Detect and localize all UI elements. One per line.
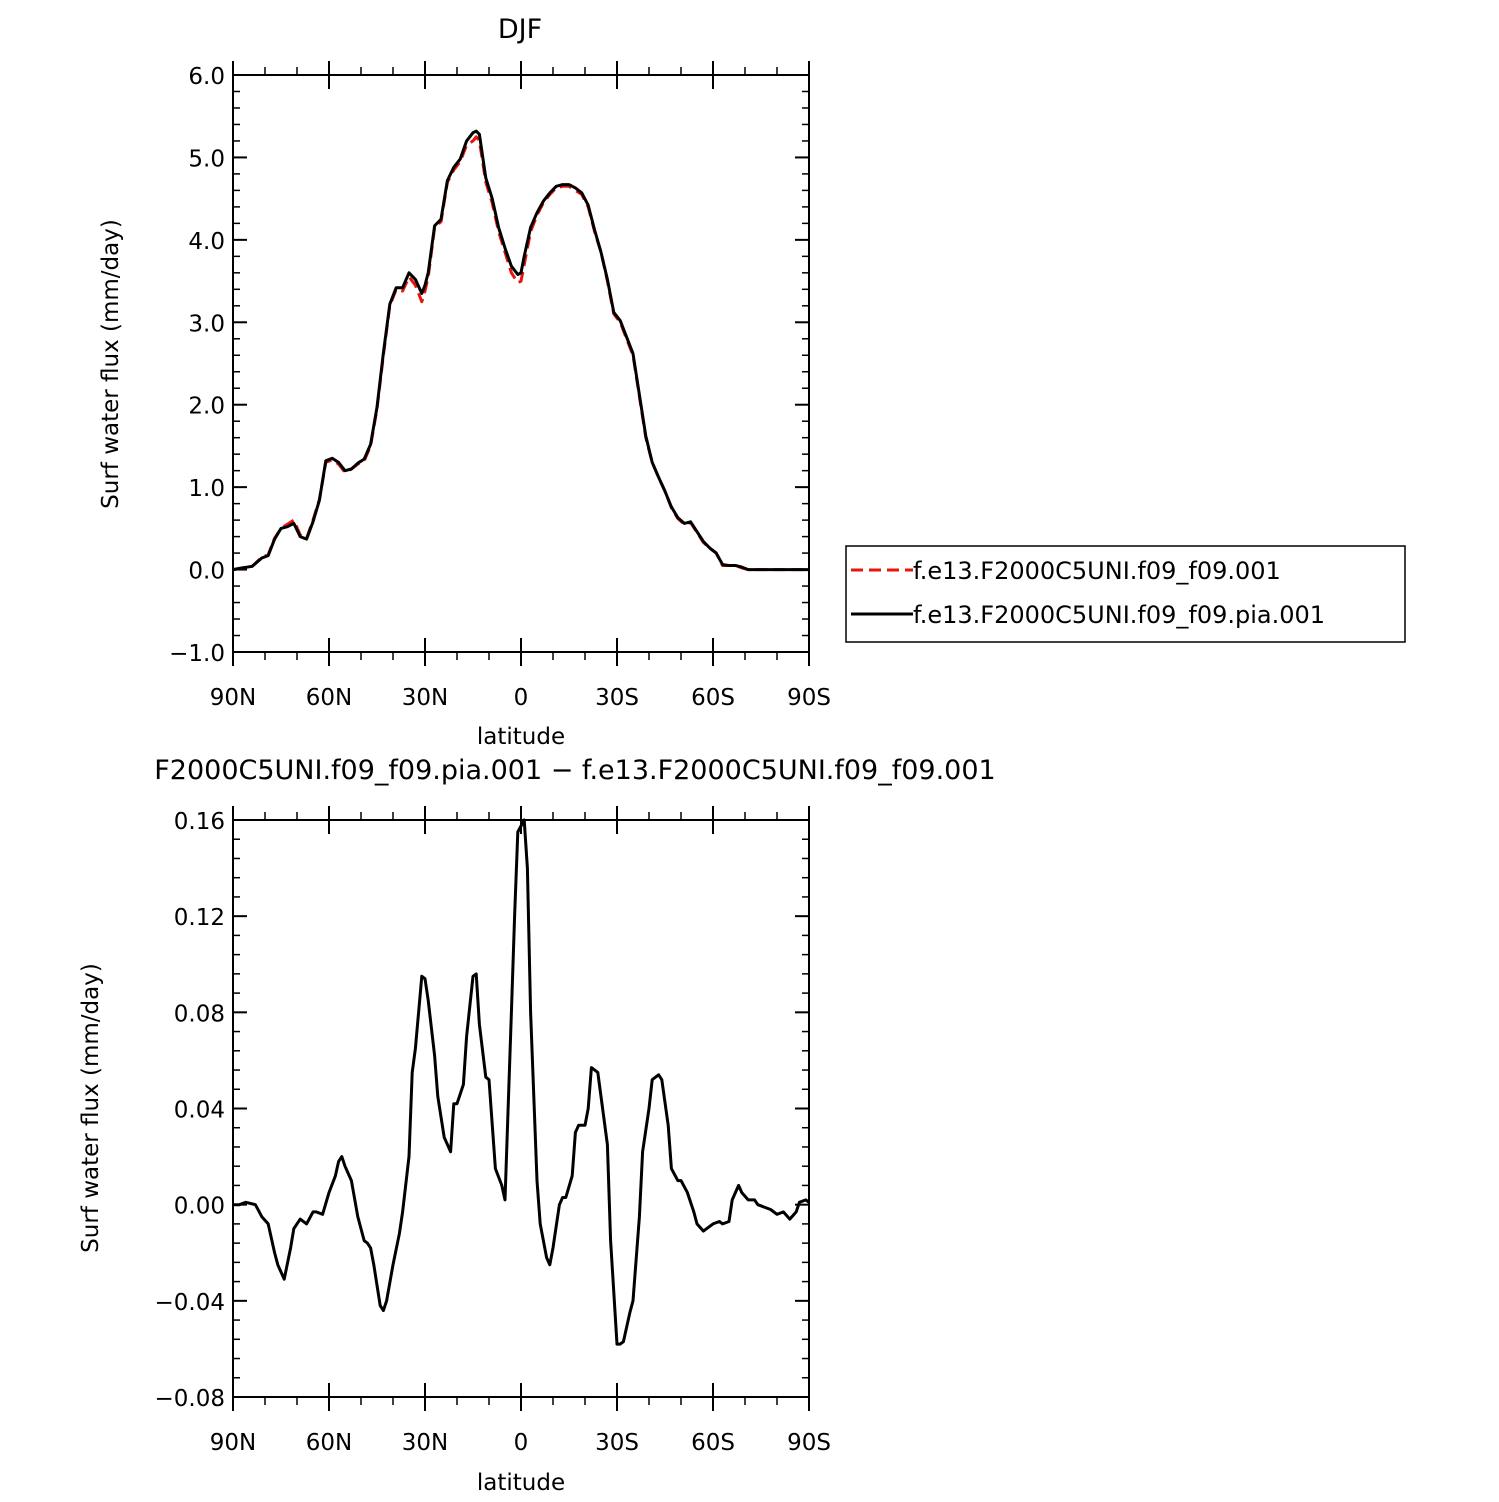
- top-panel: DJF −1.0 0.0 1.0 2.0 3.0 4.0 5.0 6.0 90N 60N 30N 0 3…: [98, 14, 1406, 750]
- top-ytick-label: 4.0: [188, 229, 225, 255]
- top-ytick-label: 5.0: [188, 146, 225, 172]
- bottom-plot-frame: [232, 819, 810, 1398]
- top-ytick-label: −1.0: [169, 641, 225, 667]
- bottom-series-lines: [233, 818, 810, 1346]
- bottom-axis-ticks: −0.08 −0.04 0.00 0.04 0.08 0.12 0.16 90N 60N 30N 0…: [155, 806, 831, 1456]
- bottom-series-line-1: [233, 818, 810, 1346]
- top-ytick-label: 3.0: [188, 311, 225, 337]
- top-legend: f.e13.F2000C5UNI.f09_f09.001 f.e13.F2000…: [845, 545, 1406, 643]
- bottom-ytick-label: 0.04: [174, 1098, 225, 1124]
- bottom-xtick-label: 30N: [402, 1430, 448, 1456]
- top-xtick-label: 30N: [402, 685, 448, 711]
- top-xtick-label: 60N: [306, 685, 352, 711]
- top-ytick-label: 0.0: [188, 559, 225, 585]
- bottom-yaxis-label: Surf water flux (mm/day): [78, 963, 104, 1253]
- top-series-lines: [232, 129, 809, 572]
- top-ytick-label: 1.0: [188, 476, 225, 502]
- top-xaxis-label: latitude: [477, 724, 565, 750]
- top-axis-ticks: −1.0 0.0 1.0 2.0 3.0 4.0 5.0 6.0 90N 60N 30N 0 30S 60…: [169, 61, 831, 711]
- top-xtick-label: 60S: [691, 685, 735, 711]
- bottom-ytick-label: 0.08: [174, 1001, 225, 1027]
- top-plot-frame: [232, 74, 810, 653]
- bottom-xtick-label: 90N: [210, 1430, 256, 1456]
- bottom-ytick-label: −0.08: [155, 1386, 225, 1412]
- bottom-ytick-label: −0.04: [155, 1290, 225, 1316]
- legend-box: [845, 545, 1406, 643]
- bottom-xtick-label: 30S: [595, 1430, 639, 1456]
- top-chart-title: DJF: [498, 14, 542, 45]
- bottom-xaxis-label: latitude: [477, 1470, 565, 1496]
- bottom-ytick-label: 0.00: [174, 1194, 225, 1220]
- bottom-xtick-label: 60N: [306, 1430, 352, 1456]
- top-ytick-label: 2.0: [188, 394, 225, 420]
- legend-label-series-1: f.e13.F2000C5UNI.f09_f09.001: [913, 557, 1281, 585]
- legend-label-series-2: f.e13.F2000C5UNI.f09_f09.pia.001: [913, 601, 1325, 629]
- top-yaxis-label: Surf water flux (mm/day): [98, 219, 124, 509]
- top-xtick-label: 90S: [787, 685, 831, 711]
- bottom-xtick-label: 90S: [787, 1430, 831, 1456]
- bottom-xtick-label: 60S: [691, 1430, 735, 1456]
- bottom-chart-title: F2000C5UNI.f09_f09.pia.001 − f.e13.F2000…: [154, 755, 995, 786]
- bottom-xtick-label: 0: [514, 1430, 529, 1456]
- bottom-panel: F2000C5UNI.f09_f09.pia.001 − f.e13.F2000…: [78, 755, 996, 1496]
- top-ytick-label: 6.0: [188, 64, 225, 90]
- top-xtick-label: 0: [514, 685, 529, 711]
- bottom-ytick-label: 0.12: [174, 905, 225, 931]
- top-series-line-2: [232, 129, 809, 572]
- top-xtick-label: 90N: [210, 685, 256, 711]
- top-xtick-label: 30S: [595, 685, 639, 711]
- bottom-ytick-label: 0.16: [174, 809, 225, 835]
